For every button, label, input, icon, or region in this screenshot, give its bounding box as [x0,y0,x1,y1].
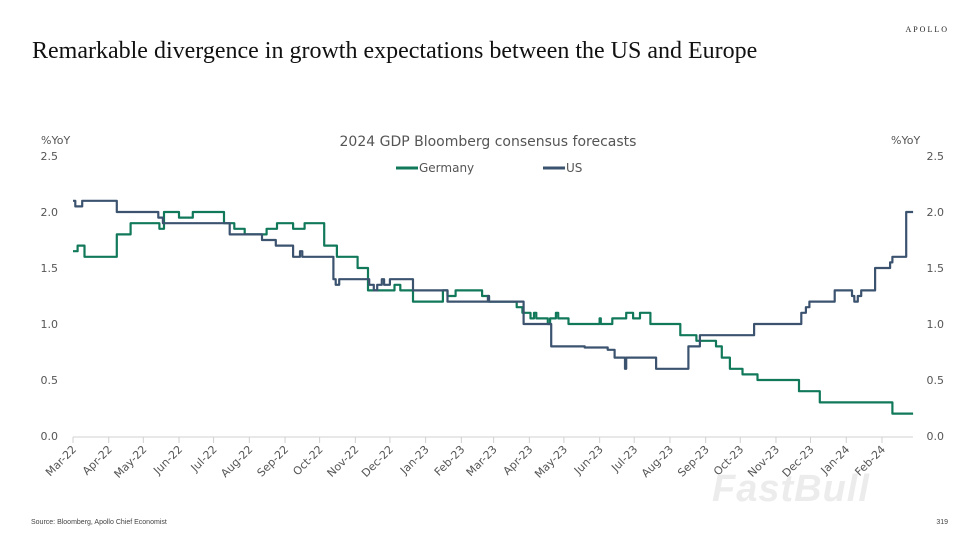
y-tick-label-right: 2.5 [927,150,945,163]
y-tick-label-right: 1.5 [927,262,945,275]
x-tick-label: Sep-23 [675,443,712,480]
y-tick-label-right: 1.0 [927,318,945,331]
chart-title: 2024 GDP Bloomberg consensus forecasts [340,134,637,150]
y-tick-label-left: 0.5 [41,374,59,387]
x-tick-label: Nov-22 [325,443,362,480]
y-tick-label-left: 2.0 [41,206,59,219]
x-tick-label: Feb-23 [432,443,468,479]
y-tick-label-left: 0.0 [41,430,59,443]
y-tick-label-right: 0.5 [927,374,945,387]
x-tick-label: Mar-22 [43,443,79,479]
legend: Germany US [396,161,582,175]
legend-label-us: US [566,161,582,175]
x-tick-label: Jul-22 [188,443,220,475]
source-note: Source: Bloomberg, Apollo Chief Economis… [31,519,167,526]
y-tick-label-left: 1.0 [41,318,59,331]
y-tick-label-left: 2.5 [41,150,59,163]
x-tick-label: Dec-22 [359,443,396,480]
y-axis-label-left: %YoY [41,134,70,147]
slide-title: Remarkable divergence in growth expectat… [32,38,758,64]
x-tick-label: Apr-22 [80,443,115,478]
legend-label-germany: Germany [419,161,474,175]
y-tick-label-right: 2.0 [927,206,945,219]
x-tick-label: Apr-23 [501,443,536,478]
x-tick-label: Jun-22 [150,443,185,478]
y-tick-label-right: 0.0 [927,430,945,443]
x-tick-label: Jun-23 [571,443,606,478]
x-tick-label: May-22 [112,443,150,481]
x-tick-label: Jul-23 [608,443,640,475]
series-line-germany [73,210,914,415]
y-axis-label-right: %YoY [891,134,920,147]
watermark: FastBull [712,468,870,510]
x-tick-label: Jan-23 [397,443,432,478]
x-tick-label: Mar-23 [464,443,500,479]
apollo-logo: APOLLO [905,25,949,34]
page-number: 319 [936,519,948,526]
x-tick-label: Sep-22 [255,443,292,480]
series-line-us [73,199,914,370]
y-tick-label-left: 1.5 [41,262,59,275]
x-tick-label: Aug-22 [218,443,255,480]
x-tick-label: Oct-22 [290,443,325,478]
x-tick-label: May-23 [532,443,570,481]
x-tick-label: Aug-23 [639,443,676,480]
